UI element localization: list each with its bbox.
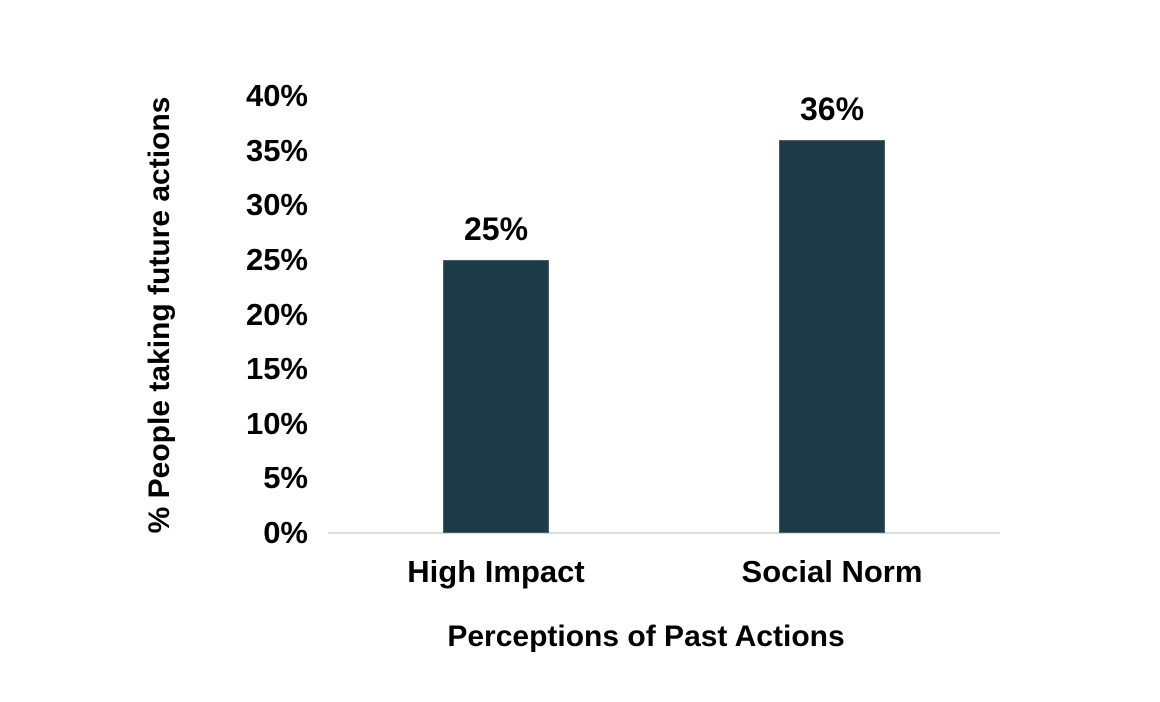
x-axis-line [328,532,1000,534]
y-tick-label: 30% [245,187,308,223]
y-tick-label: 0% [263,515,308,550]
y-tick-label: 35% [245,132,308,168]
bar-value-label: 25% [463,210,529,247]
x-axis-title: Perceptions of Past Actions [447,620,845,653]
x-category-label: High Impact [407,554,585,589]
y-tick-label: 20% [245,296,308,332]
x-category-label: Social Norm [741,554,923,589]
plot-area: 25% 36% [328,90,1000,534]
bar-value-label: 36% [799,90,865,127]
y-tick-label: 5% [263,460,308,496]
bar-high-impact [443,259,549,533]
y-tick-label: 15% [245,351,308,387]
bar-social-norm [779,139,885,533]
y-tick-label: 25% [245,241,308,277]
y-tick-label: 10% [245,405,308,441]
y-tick-label: 40% [245,78,308,113]
